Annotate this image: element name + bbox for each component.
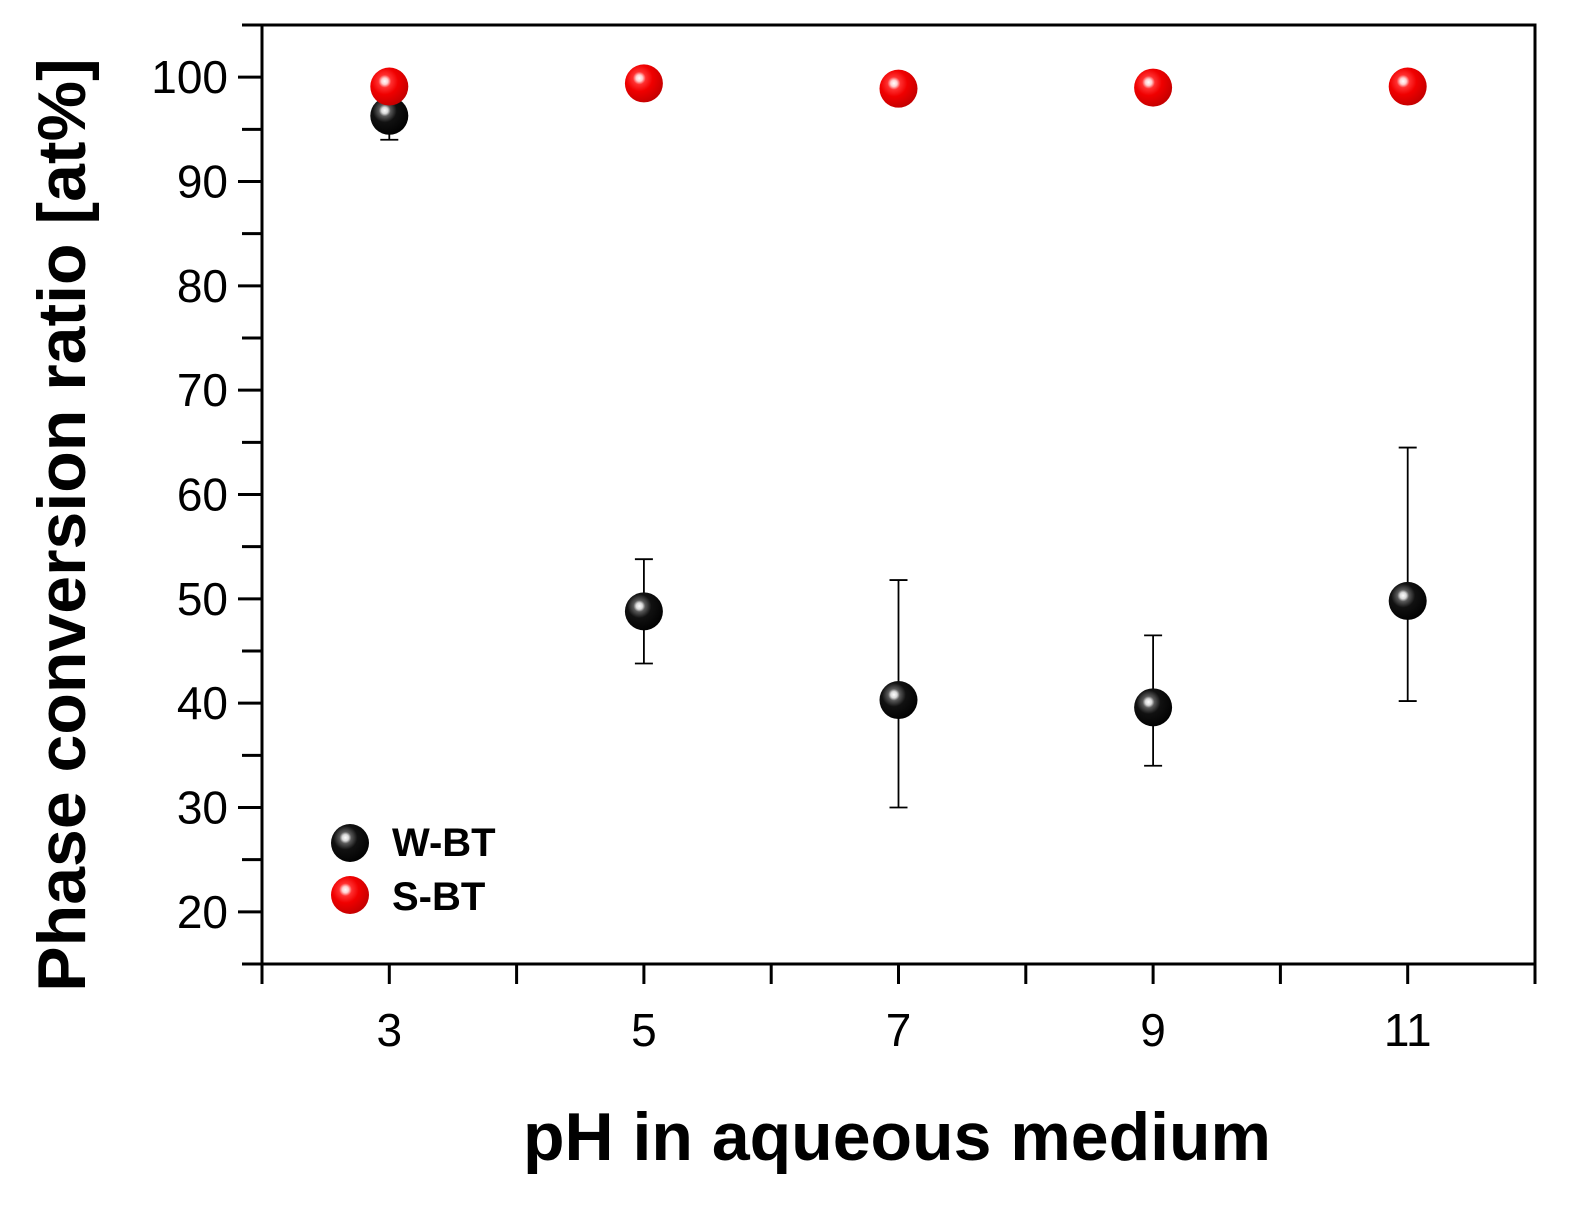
- data-point-s-bt: [1388, 67, 1427, 106]
- error-bar: [1398, 446, 1417, 702]
- y-tick-label: 30: [177, 782, 228, 834]
- data-point-w-bt: [1388, 581, 1427, 620]
- x-tick-label: 5: [631, 1004, 657, 1056]
- data-point-s-bt: [879, 69, 918, 108]
- x-tick-label: 7: [886, 1004, 912, 1056]
- legend-marker-w-bt: [331, 824, 369, 862]
- y-axis-title: Phase conversion ratio [at%]: [24, 58, 100, 991]
- x-tick-label: 11: [1384, 1004, 1432, 1056]
- data-point-w-bt: [370, 96, 409, 135]
- y-tick-label: 90: [177, 156, 228, 208]
- y-tick-label: 40: [177, 677, 228, 729]
- y-tick-label: 60: [177, 469, 228, 521]
- legend: W-BT S-BT: [331, 821, 496, 919]
- y-tick-label: 20: [177, 886, 228, 938]
- y-tick-label: 50: [177, 573, 228, 625]
- data-point-s-bt: [624, 64, 663, 103]
- legend-label-s-bt: S-BT: [392, 875, 485, 919]
- legend-marker-s-bt: [331, 876, 369, 914]
- data-point-s-bt: [1134, 68, 1173, 107]
- x-tick-label: 3: [377, 1004, 403, 1056]
- data-point-s-bt: [370, 67, 409, 106]
- y-tick-label: 70: [177, 364, 228, 416]
- y-tick-label: 80: [177, 260, 228, 312]
- x-axis-title: pH in aqueous medium: [523, 1099, 1271, 1175]
- data-point-w-bt: [879, 681, 918, 720]
- y-tick-label: 100: [151, 51, 228, 103]
- data-point-w-bt: [624, 592, 663, 631]
- x-tick-label: 9: [1140, 1004, 1166, 1056]
- data-point-w-bt: [1134, 688, 1173, 727]
- legend-label-w-bt: W-BT: [392, 821, 496, 865]
